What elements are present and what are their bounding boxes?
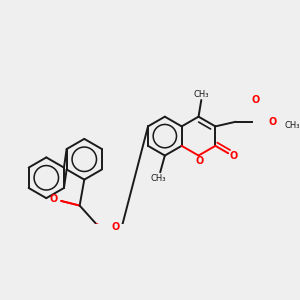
Text: O: O xyxy=(195,156,204,166)
Text: O: O xyxy=(50,194,58,204)
Text: O: O xyxy=(112,222,120,232)
Text: CH₃: CH₃ xyxy=(194,90,209,99)
Text: CH₃: CH₃ xyxy=(151,174,166,183)
Text: O: O xyxy=(252,95,260,106)
Text: CH₃: CH₃ xyxy=(284,121,300,130)
Text: O: O xyxy=(269,117,277,127)
Text: O: O xyxy=(230,152,238,161)
